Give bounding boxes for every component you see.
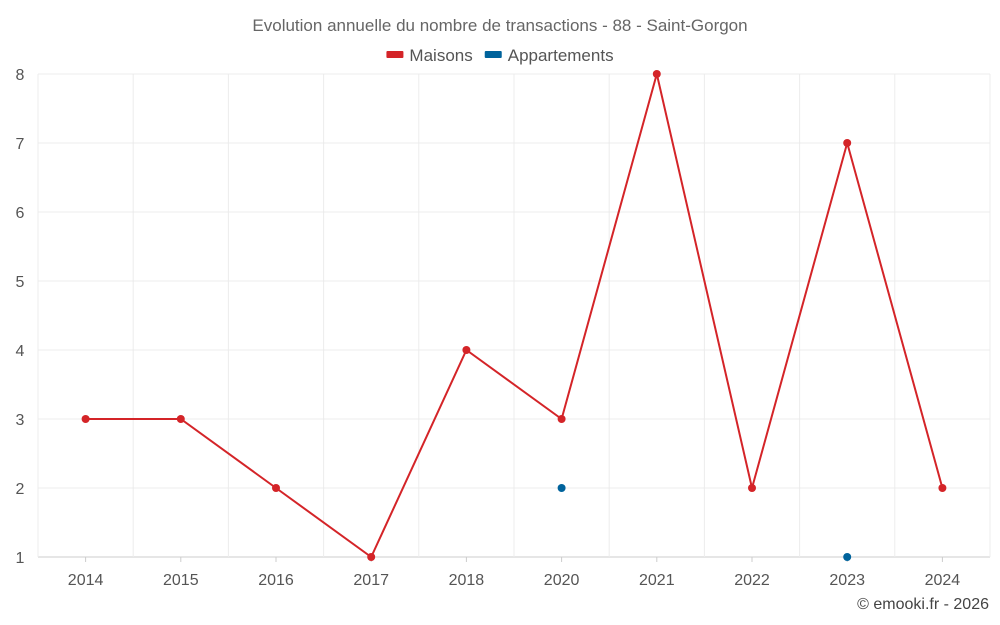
data-point[interactable] <box>557 484 566 492</box>
y-tick-label: 7 <box>16 136 25 153</box>
credit-text: © emooki.fr - 2026 <box>857 596 989 613</box>
legend-label: Appartements <box>508 46 614 65</box>
chart-title: Evolution annuelle du nombre de transact… <box>252 16 747 35</box>
legend-item-appartements[interactable]: Appartements <box>484 46 614 65</box>
data-point[interactable] <box>272 484 280 492</box>
y-tick-label: 4 <box>16 343 25 360</box>
x-tick-label: 2021 <box>639 572 675 589</box>
data-point[interactable] <box>176 415 185 423</box>
x-axis-ticks: 2014 2015 2016 2017 2018 2020 2021 2022 2023 2024 <box>68 572 960 589</box>
data-point[interactable] <box>367 553 376 561</box>
legend-label: Maisons <box>409 46 472 65</box>
legend-swatch <box>484 51 502 58</box>
x-tick-label: 2014 <box>68 572 104 589</box>
y-tick-label: 2 <box>16 481 25 498</box>
x-tick-label: 2024 <box>925 572 961 589</box>
x-tick-label: 2022 <box>734 572 770 589</box>
data-point[interactable] <box>462 346 471 354</box>
x-tick-label: 2015 <box>163 572 199 589</box>
legend-item-maisons[interactable]: Maisons <box>386 46 473 65</box>
series-layer <box>81 70 947 561</box>
data-point[interactable] <box>81 415 90 423</box>
data-point[interactable] <box>748 484 756 492</box>
data-point[interactable] <box>652 70 661 78</box>
x-tick-label: 2020 <box>544 572 580 589</box>
legend-swatch <box>386 51 404 58</box>
series-line <box>85 73 944 559</box>
x-tick-label: 2016 <box>258 572 294 589</box>
data-point[interactable] <box>557 415 566 423</box>
data-point[interactable] <box>938 484 947 492</box>
y-tick-label: 3 <box>16 412 25 429</box>
series-maisons <box>81 70 947 561</box>
y-tick-label: 8 <box>16 67 25 84</box>
y-axis-ticks: 1 2 3 4 5 6 7 8 <box>16 67 25 567</box>
x-tick-label: 2018 <box>449 572 485 589</box>
grid <box>37 73 991 562</box>
y-tick-label: 1 <box>16 550 25 567</box>
data-point[interactable] <box>843 139 852 147</box>
legend: Maisons Appartements <box>386 46 614 65</box>
y-tick-label: 5 <box>16 274 25 291</box>
series-appartements <box>557 484 852 561</box>
y-tick-label: 6 <box>16 205 25 222</box>
data-point[interactable] <box>843 553 852 561</box>
x-tick-label: 2017 <box>353 572 389 589</box>
x-tick-label: 2023 <box>829 572 865 589</box>
